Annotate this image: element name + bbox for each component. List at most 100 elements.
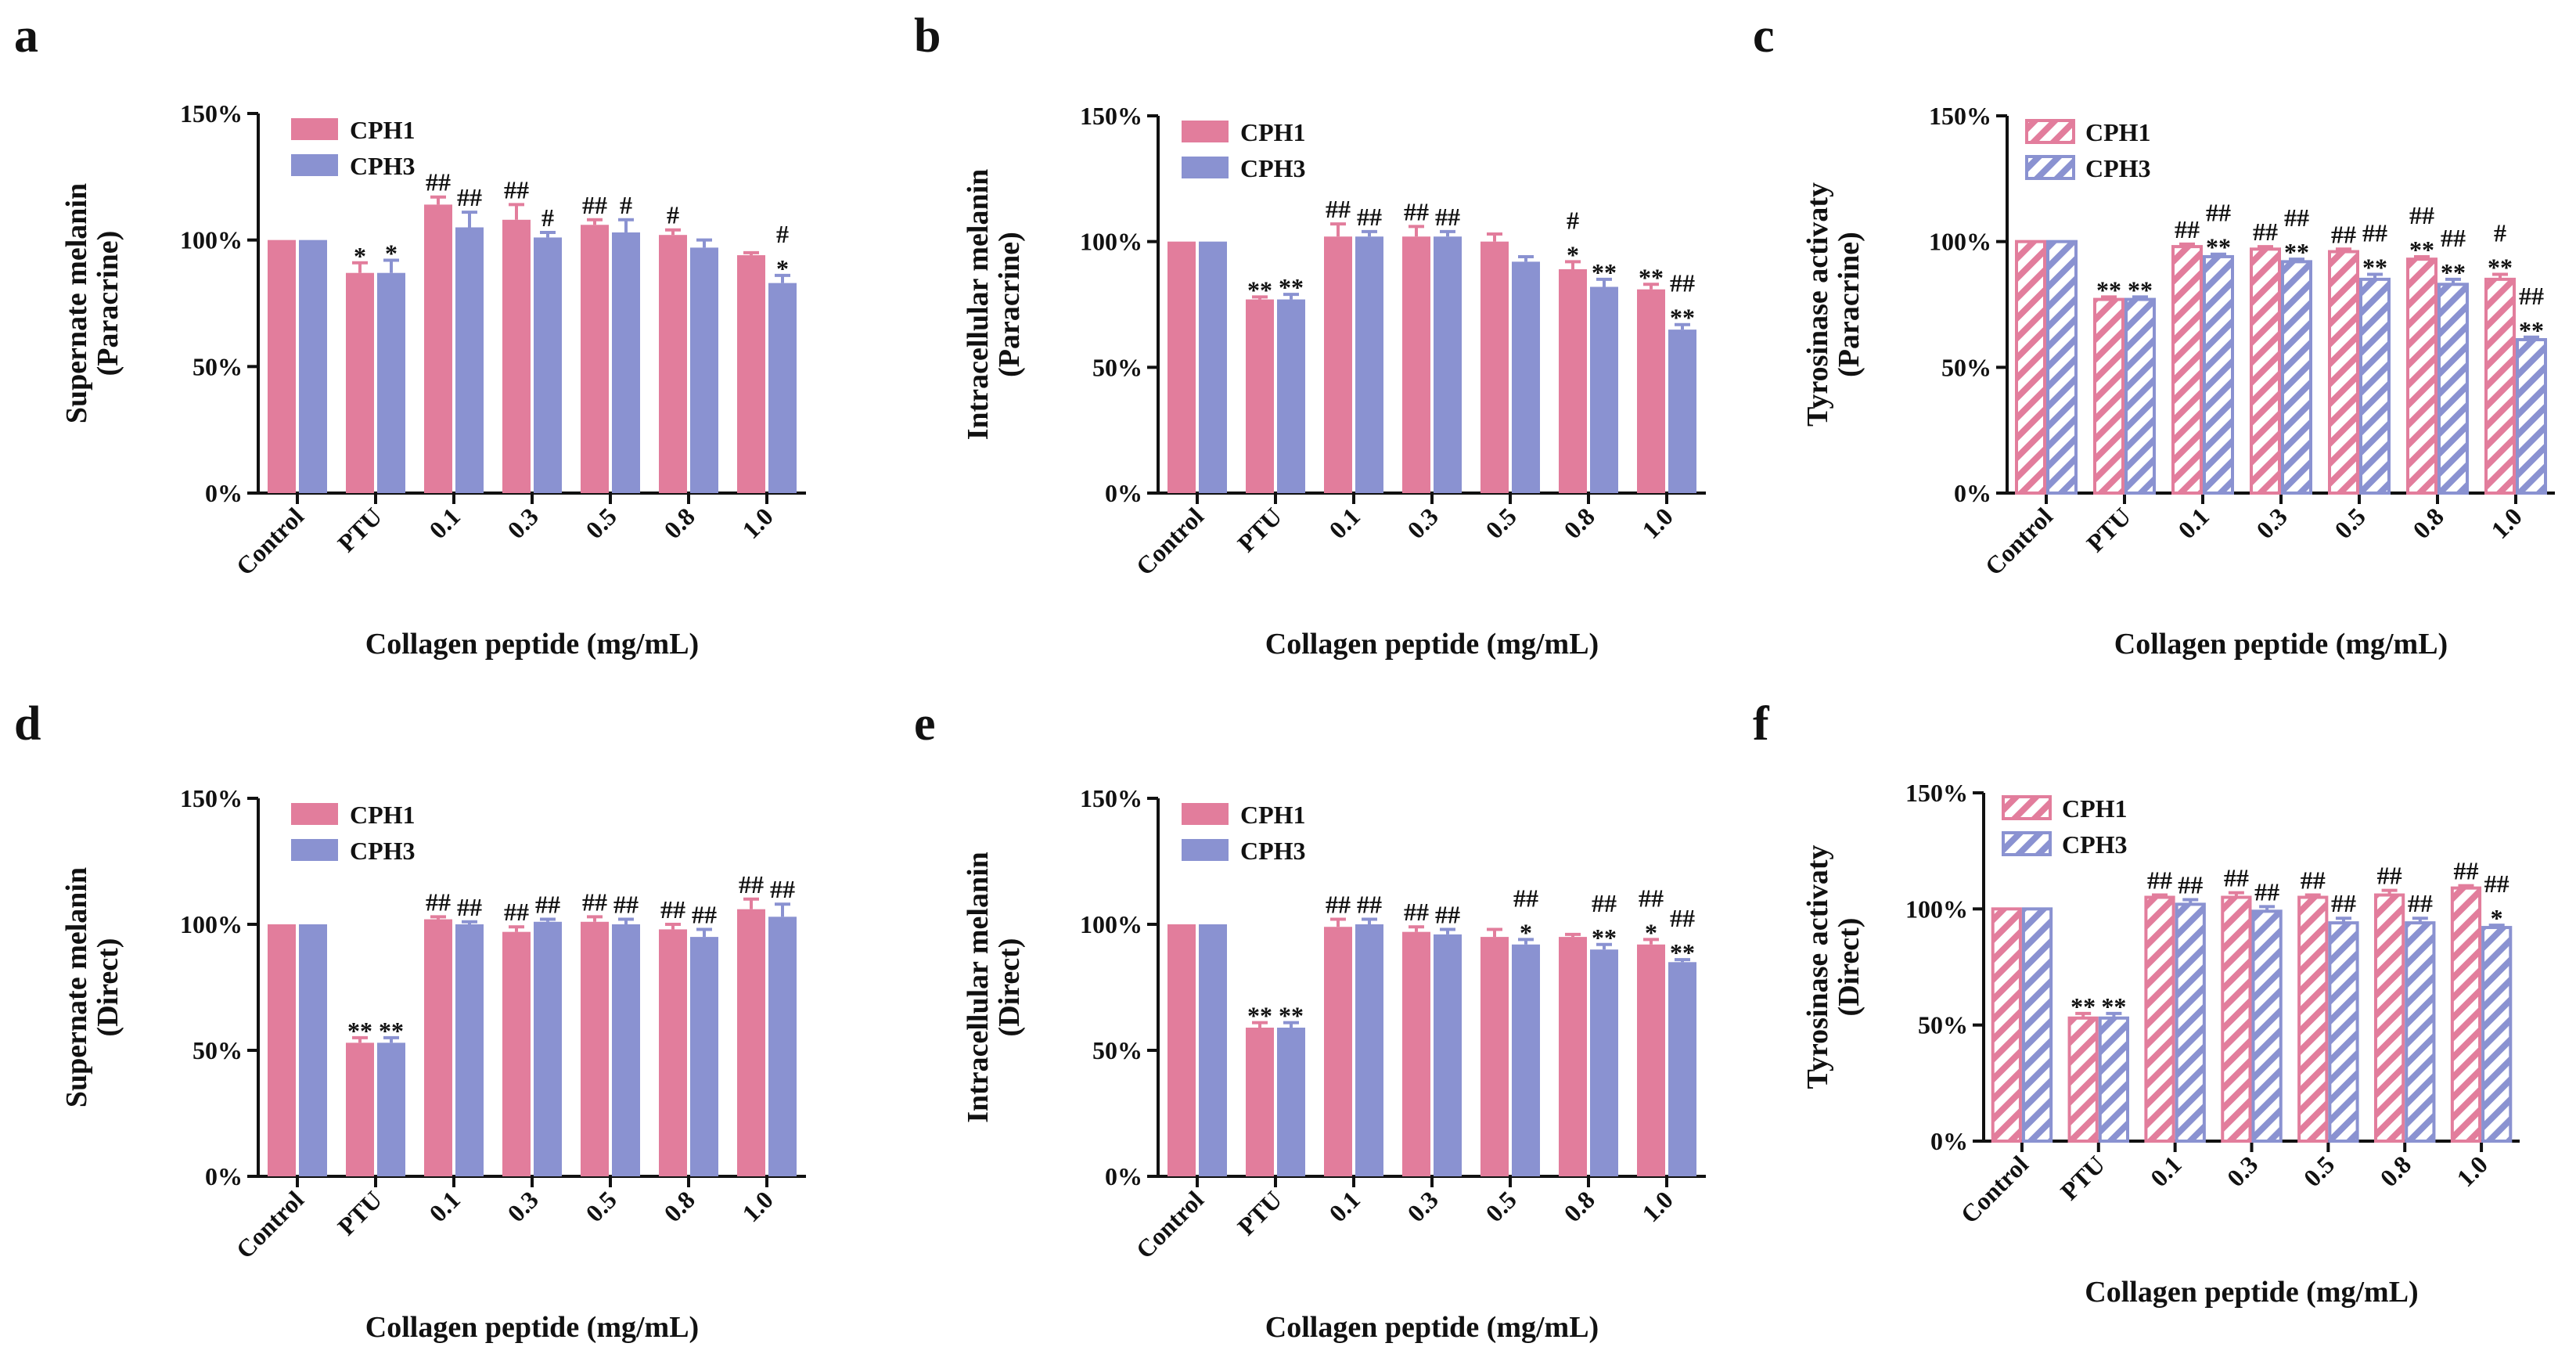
panel-e: e Intracellular melanin(Direct) 0% 50% 100% 1… xyxy=(914,697,1706,1344)
significance-label: * xyxy=(2491,904,2503,932)
bar-cph3-0.1 xyxy=(1355,924,1383,1176)
x-tick-label: PTU xyxy=(332,502,387,557)
x-tick-label: 0.1 xyxy=(423,1185,466,1227)
bar-cph3-0.5 xyxy=(1512,261,1540,493)
y-tick-label: 50% xyxy=(192,352,243,380)
significance-label: ## xyxy=(770,875,795,903)
significance-label: ## xyxy=(2331,889,2356,917)
significance-label: ## xyxy=(2284,203,2309,232)
x-axis-label: Collagen peptide (mg/mL) xyxy=(1265,628,1599,661)
x-tick-label: 0.1 xyxy=(1323,1185,1365,1227)
panel-b: b Intracellular melanin(Paracrine) 0% 50% 10… xyxy=(914,9,1706,661)
bar-cph1-0.3 xyxy=(502,931,531,1176)
bar-cph1-0.3 xyxy=(1402,236,1430,493)
bar-cph1-0.8 xyxy=(659,235,687,493)
significance-label: ** xyxy=(2519,316,2544,344)
bar-cph1-0.5 xyxy=(1480,241,1509,493)
y-tick-label: 50% xyxy=(1092,353,1142,381)
legend-swatch-cph3 xyxy=(1182,157,1229,178)
bar-cph3-PTU xyxy=(1277,299,1305,493)
bar-cph3-PTU xyxy=(2098,1016,2130,1143)
legend-swatch-cph3 xyxy=(2025,155,2075,180)
y-axis-label: Tyrosinase activaty xyxy=(1801,182,1834,427)
bar-cph3-Control xyxy=(1199,241,1227,493)
significance-label: ** xyxy=(1639,263,1664,291)
x-tick-label: 1.0 xyxy=(736,502,779,544)
bar-cph1-Control xyxy=(1167,924,1196,1176)
bar-cph3-1.0 xyxy=(2481,926,2513,1143)
panel-letter: d xyxy=(14,697,41,751)
significance-label: ## xyxy=(2519,282,2544,310)
bar-cph1-0.1 xyxy=(1324,236,1352,493)
y-axis-label: (Paracrine) xyxy=(92,231,124,376)
bar-cph3-Control xyxy=(1199,924,1227,1176)
bar-cph1-0.5 xyxy=(581,921,609,1176)
x-tick-label: 1.0 xyxy=(1636,502,1678,544)
legend-label-cph1: CPH1 xyxy=(350,116,416,144)
bar-cph1-0.8 xyxy=(2373,893,2405,1143)
y-axis-label: (Paracrine) xyxy=(993,232,1026,377)
significance-label: * xyxy=(776,254,789,283)
bar-cph3-1.0 xyxy=(768,916,797,1176)
panel-f: f Tyrosinase activaty(Direct) 0% 50% 100% 150… xyxy=(1753,697,2520,1309)
x-tick-label: Control xyxy=(230,502,309,581)
x-tick-label: Control xyxy=(1955,1150,2034,1229)
significance-label: ** xyxy=(347,1017,372,1045)
panel-d: d Supernate melanin(Direct) 0% 50% 100% 150% C… xyxy=(14,697,806,1344)
significance-label: ** xyxy=(1592,258,1617,286)
significance-label: ## xyxy=(504,898,529,926)
bar-cph3-0.5 xyxy=(612,232,640,493)
bar-cph1-0.1 xyxy=(1324,927,1352,1176)
significance-label: # xyxy=(541,203,554,232)
bar-cph1-Control xyxy=(1167,241,1196,493)
bar-cph3-Control xyxy=(2046,239,2078,495)
x-tick-label: 0.8 xyxy=(1558,1185,1600,1227)
significance-label: ## xyxy=(2453,857,2478,885)
x-tick-label: 1.0 xyxy=(2485,502,2527,544)
y-tick-label: 150% xyxy=(180,99,243,128)
y-axis-label: (Direct) xyxy=(993,938,1026,1037)
y-tick-label: 100% xyxy=(1929,228,1991,256)
bar-cph1-0.1 xyxy=(424,919,452,1176)
significance-label: ## xyxy=(457,893,482,921)
x-tick-label: PTU xyxy=(2055,1150,2110,1205)
bar-cph1-0.3 xyxy=(2250,247,2281,495)
panel-letter: b xyxy=(914,9,941,63)
bar-cph3-1.0 xyxy=(768,283,797,493)
bar-cph1-0.8 xyxy=(1559,937,1587,1176)
panel-letter: e xyxy=(914,697,936,751)
x-tick-label: PTU xyxy=(332,1185,387,1241)
legend-label-cph1: CPH1 xyxy=(2085,118,2151,146)
bar-cph1-1.0 xyxy=(737,255,765,493)
y-axis-label: Supernate melanin xyxy=(60,183,93,423)
y-axis-label: Tyrosinase activaty xyxy=(1801,844,1834,1089)
x-tick-label: Control xyxy=(1130,1185,1209,1264)
bar-cph3-0.8 xyxy=(1590,286,1618,493)
bar-cph1-Control xyxy=(2015,239,2046,495)
significance-label: ## xyxy=(1435,203,1460,231)
y-axis-label: (Direct) xyxy=(92,938,124,1037)
bar-cph1-PTU xyxy=(1246,1028,1274,1176)
x-tick-label: PTU xyxy=(1232,1185,1287,1241)
significance-label: ## xyxy=(1326,891,1351,919)
significance-label: ## xyxy=(1404,898,1429,926)
y-tick-label: 100% xyxy=(1905,895,1968,923)
y-tick-label: 100% xyxy=(1080,228,1142,256)
x-tick-label: Control xyxy=(1979,502,2058,581)
significance-label: ## xyxy=(1513,884,1538,912)
significance-label: ## xyxy=(535,891,560,919)
y-tick-label: 50% xyxy=(1941,353,1991,381)
significance-label: ** xyxy=(2362,253,2387,281)
significance-label: ## xyxy=(2331,220,2356,248)
significance-label: ** xyxy=(2441,258,2466,286)
significance-label: ## xyxy=(582,191,607,219)
significance-label: * xyxy=(1520,918,1532,946)
bar-cph3-0.1 xyxy=(455,924,484,1176)
significance-label: ** xyxy=(1592,924,1617,952)
significance-label: ** xyxy=(2128,275,2153,304)
significance-label: ## xyxy=(2178,870,2203,898)
x-tick-label: 0.1 xyxy=(2145,1150,2187,1192)
significance-label: ** xyxy=(2096,275,2121,304)
bar-cph3-0.8 xyxy=(2437,283,2469,495)
